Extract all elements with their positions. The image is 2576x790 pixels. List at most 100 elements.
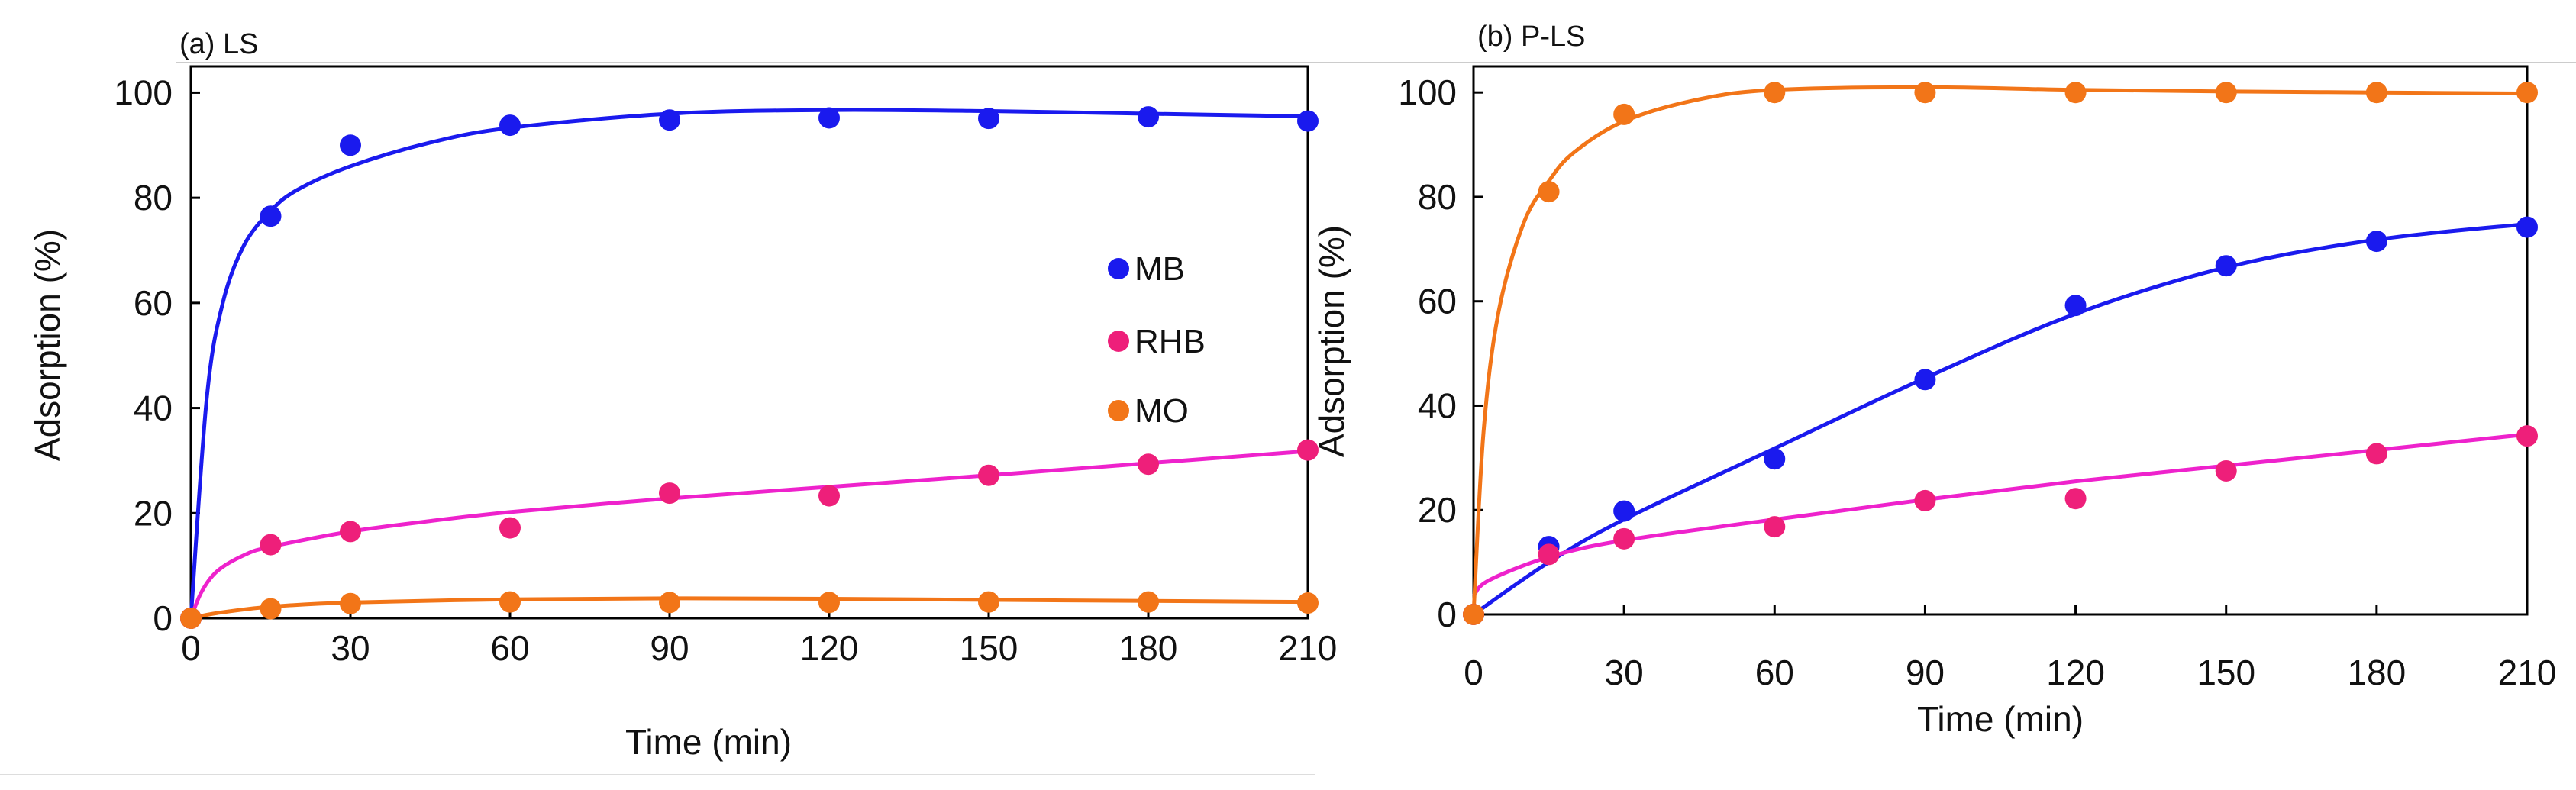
data-point-rhb: [1764, 516, 1786, 538]
y-tick-label: 40: [1418, 385, 1457, 425]
x-tick-label: 0: [181, 628, 201, 668]
data-point-mb: [659, 109, 680, 131]
data-point-mb: [340, 134, 361, 156]
data-point-mb: [1914, 369, 1936, 391]
x-tick-label: 210: [1279, 628, 1338, 668]
data-point-mb: [978, 108, 999, 130]
legend-marker-mo: [1108, 400, 1129, 421]
data-point-rhb: [340, 521, 361, 543]
panel-a-y-axis-title: Adsorption (%): [27, 229, 67, 461]
data-point-rhb: [1138, 453, 1159, 476]
data-point-rhb: [1538, 543, 1560, 566]
fit-line-mb: [1472, 222, 2528, 617]
x-tick-label: 60: [1755, 653, 1794, 692]
x-tick-label: 120: [800, 628, 859, 668]
panel-b-x-axis-title: Time (min): [1917, 699, 2084, 739]
panel-b-title: (b) P-LS: [1477, 21, 1585, 53]
data-point-rhb: [2064, 488, 2087, 510]
panel-b: (b) P-LS 0 30 60 90 120 150 180 210 0 20 40 60 80 100…: [1312, 21, 2556, 739]
x-tick-label: 150: [2197, 653, 2255, 692]
data-point-mo: [818, 592, 840, 614]
data-point-mb: [499, 114, 521, 137]
panel-a-title: (a) LS: [179, 28, 258, 60]
y-tick-label: 40: [134, 389, 173, 428]
data-point-mo: [978, 591, 999, 613]
data-point-mo: [180, 608, 202, 629]
panel-a-fit-lines: [189, 108, 1309, 621]
data-point-mo: [499, 591, 521, 613]
legend-label-mb: MB: [1135, 250, 1185, 288]
data-point-mb: [1297, 110, 1319, 132]
y-tick-label: 60: [134, 283, 173, 323]
x-tick-label: 120: [2046, 653, 2105, 692]
y-tick-label: 20: [1418, 490, 1457, 530]
y-tick-label: 0: [1437, 595, 1457, 634]
y-tick-label: 100: [114, 73, 173, 112]
data-point-mo: [1764, 82, 1786, 104]
x-tick-label: 60: [490, 628, 529, 668]
data-point-rhb: [978, 464, 999, 486]
data-point-mo: [2064, 82, 2087, 104]
x-tick-label: 30: [1605, 653, 1644, 692]
data-point-mb: [2215, 255, 2237, 277]
legend-label-rhb: RHB: [1135, 323, 1206, 360]
data-point-mb: [2365, 231, 2387, 253]
data-point-rhb: [1297, 439, 1319, 461]
data-point-mo: [1538, 181, 1560, 203]
panel-a-data-points: [180, 106, 1319, 629]
y-tick-label: 60: [1418, 282, 1457, 321]
data-point-mb: [1764, 448, 1786, 470]
y-tick-label: 80: [134, 178, 173, 218]
x-tick-label: 180: [2347, 653, 2406, 692]
data-point-mb: [2516, 216, 2538, 238]
fit-line-rhb: [189, 449, 1309, 619]
y-tick-label: 100: [1398, 73, 1457, 112]
panel-b-ticks: 0 30 60 90 120 150 180 210 0 20 40 60 80 100: [1398, 73, 2556, 692]
fit-line-mo: [1471, 85, 2528, 615]
data-point-rhb: [2365, 443, 2387, 465]
legend: MB RHB MO: [1108, 250, 1206, 430]
panel-a-x-axis-title: Time (min): [625, 722, 792, 762]
x-tick-label: 90: [650, 628, 689, 668]
data-point-mb: [2064, 295, 2087, 317]
data-point-rhb: [499, 517, 521, 539]
panel-b-data-points: [1463, 82, 2538, 625]
data-point-rhb: [818, 485, 840, 507]
y-tick-label: 80: [1418, 177, 1457, 217]
fit-line-mb: [189, 108, 1309, 619]
data-point-rhb: [2516, 425, 2538, 447]
panel-a-plot-frame: [189, 65, 1309, 620]
data-point-mo: [1138, 591, 1159, 613]
data-point-rhb: [2215, 459, 2237, 482]
data-point-mo: [2516, 82, 2538, 104]
x-tick-label: 180: [1119, 628, 1178, 668]
panel-b-y-axis-title: Adsorption (%): [1312, 225, 1351, 457]
data-point-mo: [1297, 592, 1319, 614]
data-point-mb: [1138, 106, 1159, 128]
legend-marker-rhb: [1108, 331, 1129, 352]
panel-b-plot-frame: [1472, 65, 2529, 616]
data-point-mb: [260, 205, 282, 227]
x-tick-label: 210: [2498, 653, 2557, 692]
data-point-rhb: [659, 482, 680, 505]
panel-a: (a) LS 0 30 60 90 120 150 180 210 0 20 40 60 80 100 T…: [27, 28, 1337, 762]
y-tick-label: 20: [134, 493, 173, 533]
y-tick-label: 0: [153, 598, 173, 638]
data-point-mo: [340, 592, 361, 614]
data-point-mo: [2215, 82, 2237, 104]
data-point-mo: [2365, 82, 2387, 104]
x-tick-label: 0: [1464, 653, 1483, 692]
data-point-mo: [260, 598, 282, 620]
data-point-rhb: [1914, 489, 1936, 511]
panel-a-ticks: 0 30 60 90 120 150 180 210 0 20 40 60 80 100: [114, 73, 1337, 668]
data-point-mo: [1463, 604, 1484, 625]
data-point-mb: [818, 107, 840, 129]
data-point-rhb: [1613, 527, 1635, 550]
legend-label-mo: MO: [1135, 392, 1189, 430]
data-point-mb: [1613, 500, 1635, 522]
x-tick-label: 150: [960, 628, 1018, 668]
data-point-mo: [659, 592, 680, 614]
data-point-rhb: [260, 534, 282, 556]
